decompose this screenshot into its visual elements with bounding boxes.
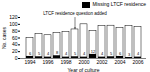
svg-text:1994: 1994 (24, 59, 35, 65)
svg-text:4: 4 (47, 51, 50, 56)
svg-text:No. cases: No. cases (1, 26, 7, 49)
svg-text:0: 0 (15, 55, 18, 61)
svg-text:5: 5 (38, 51, 41, 56)
svg-text:6: 6 (119, 51, 122, 56)
svg-text:20: 20 (12, 48, 18, 54)
svg-text:8: 8 (56, 50, 59, 55)
svg-text:80: 80 (12, 28, 18, 34)
svg-text:2002: 2002 (96, 59, 107, 65)
svg-text:1998: 1998 (60, 59, 71, 65)
svg-text:5: 5 (110, 51, 113, 56)
svg-text:12: 12 (91, 49, 96, 54)
svg-text:2004: 2004 (114, 59, 125, 65)
svg-text:LTCF residence question added: LTCF residence question added (43, 11, 107, 16)
svg-text:2000: 2000 (78, 59, 89, 65)
svg-text:2006: 2006 (132, 59, 143, 65)
svg-text:4: 4 (137, 51, 140, 56)
svg-text:4: 4 (83, 51, 86, 56)
svg-text:Year of culture: Year of culture (67, 67, 99, 72)
svg-text:4: 4 (65, 51, 68, 56)
svg-text:40: 40 (12, 41, 18, 47)
svg-text:4: 4 (101, 51, 104, 56)
html-text:Missing LTCF residence: Missing LTCF residence (92, 1, 146, 7)
svg-text:120: 120 (9, 14, 18, 20)
svg-text:3: 3 (128, 52, 131, 57)
svg-text:6: 6 (29, 51, 32, 56)
svg-text:100: 100 (9, 21, 18, 27)
svg-text:60: 60 (12, 35, 18, 41)
svg-text:1996: 1996 (42, 59, 53, 65)
svg-text:5: 5 (74, 51, 77, 56)
